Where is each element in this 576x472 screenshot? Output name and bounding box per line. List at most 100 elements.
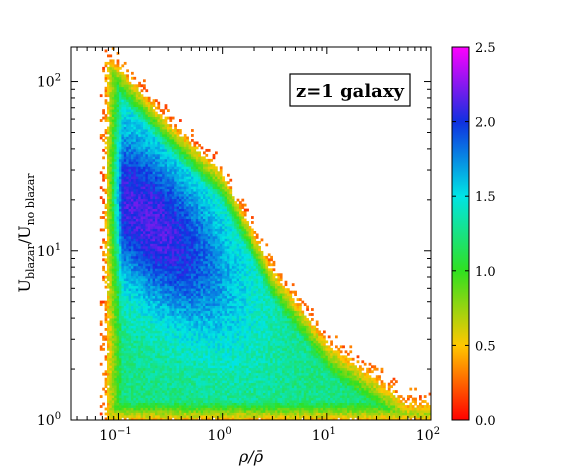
density-cell [126, 363, 129, 366]
density-cell [138, 350, 141, 353]
density-cell [124, 316, 127, 319]
density-cell [181, 286, 184, 289]
density-cell [189, 318, 192, 321]
density-cell [160, 373, 163, 376]
density-cell [105, 49, 108, 52]
density-cell [121, 253, 124, 256]
density-cell [172, 144, 175, 147]
density-cell [174, 251, 177, 254]
density-cell [148, 350, 151, 353]
density-cell [143, 117, 146, 120]
density-cell [124, 288, 127, 291]
density-cell [186, 321, 189, 324]
density-cell [174, 278, 177, 281]
density-cell [143, 375, 146, 378]
density-cell [157, 256, 160, 259]
density-cell [162, 306, 165, 309]
density-cell [121, 283, 124, 286]
density-cell [189, 268, 192, 271]
density-cell [124, 278, 127, 281]
density-cell [167, 395, 170, 398]
density-cell [117, 348, 120, 351]
density-cell [177, 166, 180, 169]
density-cell [153, 256, 156, 259]
density-cell [165, 413, 168, 416]
density-cell [131, 298, 134, 301]
density-cell [112, 288, 115, 291]
density-cell [143, 405, 146, 408]
density-cell [121, 383, 124, 386]
density-cell [107, 179, 110, 182]
density-cell [153, 99, 156, 102]
density-cell [172, 291, 175, 294]
density-cell [105, 219, 108, 222]
density-cell [169, 313, 172, 316]
density-cell [145, 365, 148, 368]
density-cell [169, 281, 172, 284]
density-cell [117, 253, 120, 256]
density-cell [126, 79, 129, 82]
density-cell [172, 214, 175, 217]
density-cell [138, 199, 141, 202]
density-cell [155, 291, 158, 294]
density-cell [107, 159, 110, 162]
density-cell [109, 373, 112, 376]
density-cell [145, 328, 148, 331]
density-cell [119, 313, 122, 316]
density-cell [196, 330, 199, 333]
density-cell [155, 413, 158, 416]
density-cell [148, 196, 151, 199]
density-cell [196, 246, 199, 249]
density-cell [112, 400, 115, 403]
density-cell [169, 263, 172, 266]
density-cell [177, 229, 180, 232]
density-cell [160, 291, 163, 294]
density-cell [191, 395, 194, 398]
density-cell [121, 84, 124, 87]
density-cell [157, 288, 160, 291]
density-cell [160, 241, 163, 244]
density-cell [133, 400, 136, 403]
density-cell [186, 373, 189, 376]
density-cell [107, 340, 110, 343]
density-cell [124, 104, 127, 107]
density-cell [162, 286, 165, 289]
density-cell [186, 283, 189, 286]
density-cell [129, 408, 132, 411]
density-cell [153, 194, 156, 197]
density-cell [119, 134, 122, 137]
density-cell [169, 298, 172, 301]
density-cell [117, 69, 120, 72]
density-cell [150, 278, 153, 281]
density-cell [143, 251, 146, 254]
density-cell [148, 229, 151, 232]
density-cell [181, 281, 184, 284]
density-cell [169, 363, 172, 366]
density-cell [121, 378, 124, 381]
density-cell [131, 326, 134, 329]
density-cell [157, 360, 160, 363]
density-cell [141, 137, 144, 140]
density-cell [129, 166, 132, 169]
density-cell [165, 169, 168, 172]
density-cell [186, 301, 189, 304]
density-cell [157, 348, 160, 351]
density-cell [150, 112, 153, 115]
density-cell [157, 206, 160, 209]
density-cell [131, 119, 134, 122]
density-cell [155, 154, 158, 157]
density-cell [160, 328, 163, 331]
density-cell [189, 323, 192, 326]
density-cell [121, 154, 124, 157]
density-cell [155, 326, 158, 329]
density-cell [186, 306, 189, 309]
density-cell [193, 360, 196, 363]
density-cell [172, 241, 175, 244]
density-cell [174, 144, 177, 147]
density-cell [136, 151, 139, 154]
density-cell [169, 375, 172, 378]
density-cell [174, 281, 177, 284]
density-cell [148, 161, 151, 164]
density-cell [196, 243, 199, 246]
density-cell [198, 385, 201, 388]
